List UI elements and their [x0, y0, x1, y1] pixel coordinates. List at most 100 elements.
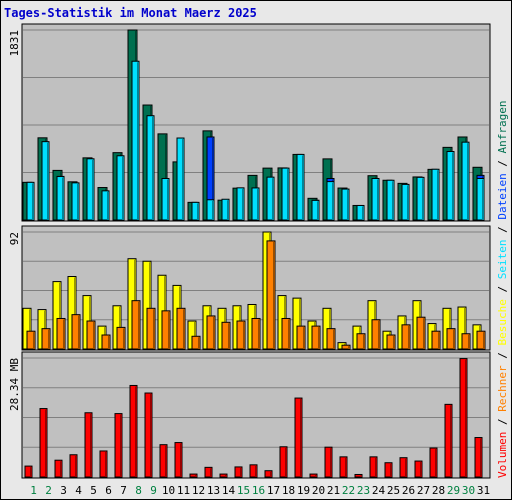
bar-shadow-rechner-8	[138, 301, 140, 349]
x-tick-label: 3	[60, 484, 67, 497]
bar-shadow-volumen-30	[465, 359, 467, 477]
bar-shadow-rechner-3	[63, 319, 65, 349]
bar-shadow-rechner-28	[438, 332, 440, 349]
x-tick-label: 21	[327, 484, 340, 497]
bar-shadow-seiten-1	[32, 183, 34, 220]
legend-item: /	[496, 220, 509, 240]
bar-shadow-besuche-30	[464, 308, 466, 349]
x-tick-label: 8	[135, 484, 142, 497]
bar-shadow-rechner-14	[228, 323, 230, 349]
bar-shadow-volumen-28	[435, 449, 437, 477]
bar-shadow-volumen-15	[240, 467, 242, 477]
bar-shadow-volumen-19	[300, 399, 302, 477]
bar-shadow-volumen-5	[90, 413, 92, 477]
x-tick-label: 30	[462, 484, 475, 497]
bar-shadow-besuche-9	[149, 262, 151, 349]
bar-shadow-volumen-17	[270, 471, 272, 477]
legend-item: Rechner	[496, 365, 509, 412]
series-volumen	[24, 358, 483, 478]
legend-item: Dateien	[496, 173, 509, 219]
panel-volume: 28.34 MB	[8, 351, 491, 479]
bar-shadow-seiten-20	[317, 201, 319, 220]
x-axis-day-labels: 1 2 3 4 5 6 7 8 9 10 11 12 13 14 15 16 17 18 19 20 21 22 23 24 2…	[30, 484, 490, 497]
x-tick-label: 25	[387, 484, 400, 497]
bar-shadow-volumen-10	[165, 445, 167, 477]
bar-shadow-volumen-13	[210, 468, 212, 477]
bar-shadow-seiten-7	[122, 156, 124, 220]
x-tick-label: 23	[357, 484, 370, 497]
bar-shadow-volumen-16	[255, 465, 257, 477]
bar-shadow-seiten-12	[197, 203, 199, 220]
bar-shadow-anfragen-10	[165, 134, 167, 220]
bar-shadow-volumen-2	[45, 409, 47, 477]
right-side-legend: Volumen / Rechner / Besuche / Seiten / D…	[496, 100, 509, 478]
x-tick-label: 16	[252, 484, 265, 497]
bar-shadow-seiten-14	[227, 200, 229, 220]
x-tick-label: 9	[150, 484, 157, 497]
bar-shadow-volumen-14	[225, 475, 227, 477]
x-tick-label: 27	[417, 484, 430, 497]
bar-shadow-besuche-12	[194, 322, 196, 349]
bar-shadow-rechner-2	[48, 329, 50, 349]
bar-shadow-besuche-19	[299, 299, 301, 349]
bar-shadow-volumen-12	[195, 475, 197, 477]
bar-shadow-volumen-26	[405, 458, 407, 477]
bar-shadow-volumen-18	[285, 447, 287, 477]
bar-shadow-seiten-16	[257, 188, 259, 220]
bar-shadow-seiten-15	[242, 188, 244, 220]
bar-shadow-seiten-31	[482, 179, 484, 220]
bar-shadow-dateien-13	[212, 137, 214, 220]
bar-shadow-rechner-12	[198, 337, 200, 349]
legend-item: Volumen	[496, 432, 509, 478]
y-axis-label-volume: 28.34 MB	[8, 358, 21, 411]
bar-shadow-seiten-5	[92, 159, 94, 220]
bar-shadow-seiten-29	[452, 152, 454, 220]
legend-item: Besuche	[496, 299, 509, 345]
bar-shadow-volumen-20	[315, 475, 317, 477]
bar-shadow-seiten-22	[347, 190, 349, 220]
bar-shadow-seiten-21	[332, 182, 334, 220]
bar-shadow-seiten-28	[437, 170, 439, 220]
bar-shadow-volumen-3	[60, 461, 62, 477]
bar-shadow-volumen-29	[450, 405, 452, 477]
bar-shadow-seiten-24	[377, 179, 379, 220]
bar-shadow-volumen-22	[345, 457, 347, 477]
bar-shadow-volumen-25	[390, 463, 392, 477]
bar-shadow-seiten-18	[287, 169, 289, 220]
bar-shadow-volumen-7	[120, 414, 122, 477]
x-tick-label: 18	[282, 484, 295, 497]
x-tick-label: 12	[192, 484, 205, 497]
legend-item: Seiten	[496, 240, 509, 280]
bar-shadow-rechner-7	[123, 328, 125, 349]
x-tick-label: 31	[477, 484, 490, 497]
bar-shadow-rechner-20	[318, 327, 320, 349]
bar-shadow-seiten-4	[77, 183, 79, 220]
bar-shadow-seiten-10	[167, 179, 169, 220]
bar-shadow-volumen-4	[75, 455, 77, 477]
legend-item: Anfragen	[496, 100, 509, 153]
x-tick-label: 14	[222, 484, 236, 497]
bar-shadow-seiten-13	[212, 200, 214, 220]
legend-item: /	[496, 346, 509, 366]
panel-hits: 1831	[8, 23, 491, 222]
panel-visits: 92	[8, 225, 491, 351]
bar-shadow-seiten-3	[62, 177, 64, 220]
bar-shadow-volumen-6	[105, 451, 107, 477]
bar-shadow-rechner-22	[348, 346, 350, 349]
y-axis-label-visits: 92	[8, 232, 21, 245]
bar-shadow-seiten-2	[47, 142, 49, 220]
bar-shadow-seiten-30	[467, 143, 469, 220]
y-axis-label-hits: 1831	[8, 30, 21, 57]
bar-shadow-rechner-1	[33, 332, 35, 349]
x-tick-label: 22	[342, 484, 355, 497]
x-tick-label: 26	[402, 484, 415, 497]
x-tick-label: 17	[267, 484, 280, 497]
x-tick-label: 11	[177, 484, 190, 497]
bar-shadow-rechner-16	[258, 319, 260, 349]
chart-panels: 1831 92 28.34 MB	[8, 23, 491, 479]
bar-shadow-rechner-29	[453, 329, 455, 349]
bar-shadow-rechner-17	[273, 241, 275, 349]
bar-shadow-volumen-27	[420, 462, 422, 477]
x-tick-label: 20	[312, 484, 325, 497]
